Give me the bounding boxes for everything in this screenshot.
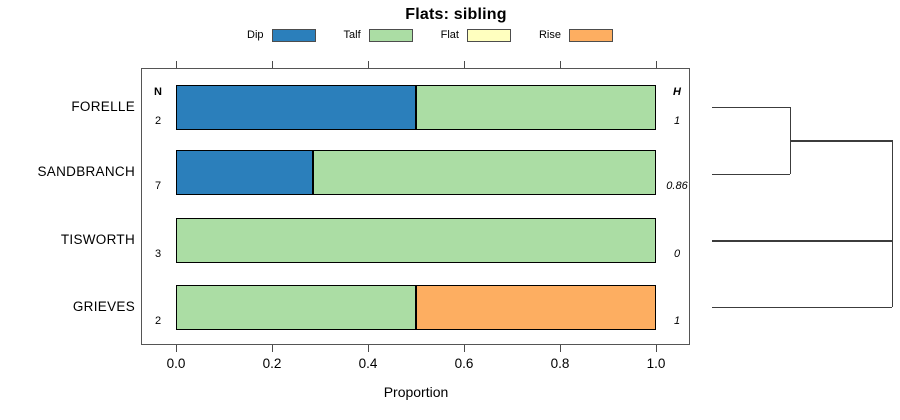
bar-segment-sandbranch-talf [313, 149, 656, 195]
row-label-forelle: FORELLE [71, 99, 135, 114]
h-value-forelle: 1 [673, 114, 681, 127]
dendrogram-segment [712, 240, 892, 242]
legend-label: Rise [538, 29, 561, 41]
dendrogram-segment [789, 140, 892, 142]
chart-title: Flats: sibling [405, 6, 507, 23]
x-axis-tick-bottom [272, 345, 274, 352]
x-axis-tick-top [464, 61, 466, 68]
bar-segment-grieves-rise [416, 284, 656, 330]
x-tick-label: 0.8 [550, 356, 570, 371]
bar-segment-grieves-talf [176, 284, 416, 330]
legend-swatch-dip [271, 28, 316, 42]
n-value-sandbranch: 7 [154, 179, 162, 192]
h-value-tisworth: 0 [673, 247, 681, 260]
legend-item-dip: Dip [247, 28, 316, 42]
legend-item-rise: Rise [538, 28, 613, 42]
x-axis-tick-top [656, 61, 658, 68]
n-value-tisworth: 3 [154, 247, 162, 260]
dendrogram-segment [892, 140, 894, 307]
x-axis-tick-top [560, 61, 562, 68]
x-tick-label: 0.4 [358, 356, 378, 371]
x-tick-label: 0.0 [166, 356, 186, 371]
h-value-sandbranch: 0.86 [666, 179, 688, 192]
row-label-grieves: GRIEVES [72, 299, 135, 314]
x-tick-label: 0.2 [262, 356, 282, 371]
legend-item-talf: Talf [343, 28, 413, 42]
n-value-forelle: 2 [154, 114, 162, 127]
x-axis-tick-top [272, 61, 274, 68]
dendrogram-segment [712, 107, 790, 109]
x-tick-label: 1.0 [646, 356, 666, 371]
x-axis-tick-bottom [176, 345, 178, 352]
x-axis-tick-bottom [560, 345, 562, 352]
x-axis-tick-bottom [368, 345, 370, 352]
x-axis-tick-top [176, 61, 178, 68]
dendrogram-segment [712, 173, 790, 175]
bar-segment-forelle-dip [176, 84, 416, 130]
legend-label: Talf [343, 29, 361, 41]
x-axis-label: Proportion [383, 384, 449, 400]
bar-segment-sandbranch-dip [176, 149, 314, 195]
x-tick-label: 0.6 [454, 356, 474, 371]
x-axis-tick-bottom [656, 345, 658, 352]
h-value-grieves: 1 [673, 314, 681, 327]
n-value-grieves: 2 [154, 314, 162, 327]
legend-swatch-flat [466, 28, 511, 42]
legend-item-flat: Flat [440, 28, 511, 42]
row-label-sandbranch: SANDBRANCH [37, 164, 135, 179]
row-label-tisworth: TISWORTH [60, 232, 135, 247]
x-axis-tick-top [368, 61, 370, 68]
h-column-header: H [673, 86, 681, 98]
legend-label: Dip [247, 29, 264, 41]
dendrogram-segment [712, 307, 892, 309]
bar-segment-tisworth-talf [176, 217, 656, 263]
bar-segment-forelle-talf [416, 84, 656, 130]
x-axis-tick-bottom [464, 345, 466, 352]
legend-swatch-talf [368, 28, 413, 42]
n-column-header: N [154, 86, 162, 98]
legend-label: Flat [440, 29, 459, 41]
legend: Dip Talf Flat Rise [150, 27, 710, 43]
legend-swatch-rise [569, 28, 613, 42]
